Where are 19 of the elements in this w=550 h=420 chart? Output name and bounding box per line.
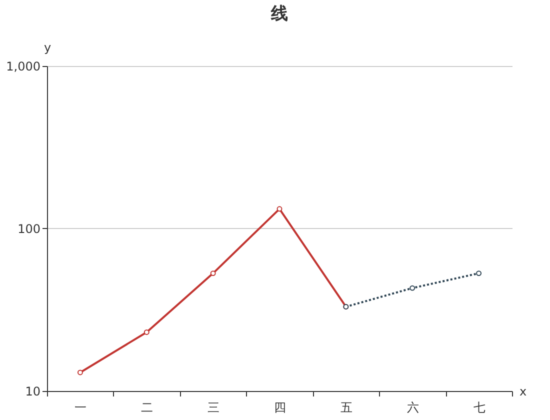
point (77, 370, 83, 376)
x-tick-label: 六 (406, 400, 419, 414)
point (410, 285, 416, 291)
x-tick-label: 四 (274, 400, 286, 414)
y-tick-label: 1,000 (6, 60, 40, 74)
x-tick-label: 七 (473, 400, 486, 414)
x-tick-label: 五 (340, 400, 352, 414)
chart-title: 线 (270, 4, 288, 24)
x-axis-title: x (520, 384, 527, 398)
x-tick-label: 三 (208, 400, 220, 414)
point (276, 206, 282, 212)
x-tick-label: 一 (74, 400, 87, 414)
y-axis-title: y (44, 40, 52, 54)
x-tick-label: 二 (141, 400, 154, 414)
point (476, 270, 482, 276)
point (210, 270, 216, 276)
y-tick-label: 10 (25, 384, 40, 398)
point (144, 329, 150, 335)
y-tick-label: 100 (18, 222, 40, 236)
